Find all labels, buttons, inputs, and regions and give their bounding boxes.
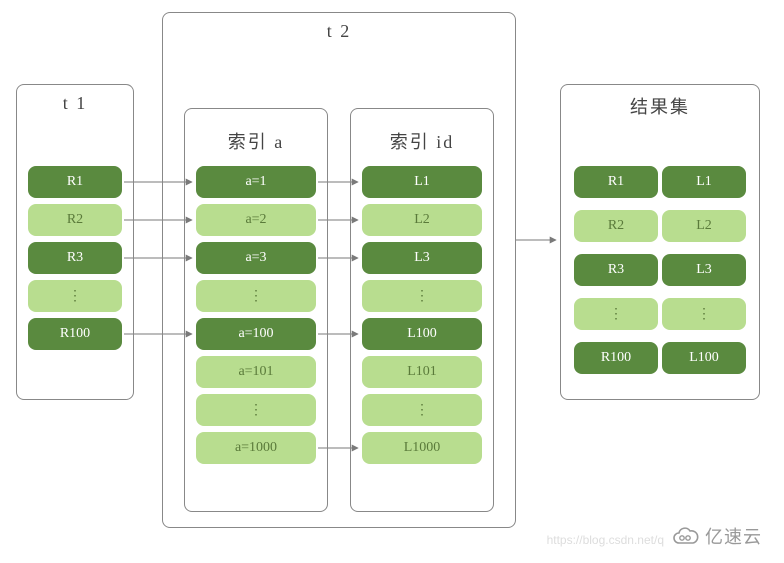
cell: R100 <box>574 342 658 374</box>
watermark-text: 亿速云 <box>705 523 762 549</box>
col-t1: R1 R2 R3 ⋮ R100 <box>28 166 122 356</box>
result-row: R2L2 <box>574 210 746 248</box>
panel-t1-title: t 1 <box>17 85 133 118</box>
cell: R100 <box>28 318 122 350</box>
cell: a=2 <box>196 204 316 236</box>
cell: R3 <box>28 242 122 274</box>
cell: R3 <box>574 254 658 286</box>
cell: L100 <box>662 342 746 374</box>
cell: L101 <box>362 356 482 388</box>
cell: L1 <box>662 166 746 198</box>
cell: ⋮ <box>196 394 316 426</box>
panel-t2-title: t 2 <box>163 13 515 46</box>
cell: ⋮ <box>574 298 658 330</box>
cell: a=100 <box>196 318 316 350</box>
col-idx-id: L1 L2 L3 ⋮ L100 L101 ⋮ L1000 <box>362 166 482 470</box>
cell: a=1000 <box>196 432 316 464</box>
result-row: R100L100 <box>574 342 746 380</box>
cell: L3 <box>362 242 482 274</box>
cell: L100 <box>362 318 482 350</box>
cell: L1000 <box>362 432 482 464</box>
panel-result-title: 结果集 <box>561 85 759 123</box>
col-result: R1L1R2L2R3L3⋮⋮R100L100 <box>574 166 746 386</box>
cell: R1 <box>574 166 658 198</box>
result-row: ⋮⋮ <box>574 298 746 336</box>
cell: ⋮ <box>196 280 316 312</box>
cell: L2 <box>662 210 746 242</box>
cell: ⋮ <box>362 280 482 312</box>
title-idx_id: 索引 id <box>362 120 482 158</box>
cell: R2 <box>574 210 658 242</box>
col-idx-a: a=1 a=2 a=3 ⋮ a=100 a=101 ⋮ a=1000 <box>196 166 316 470</box>
watermark-url: https://blog.csdn.net/q <box>547 533 664 547</box>
cell: R1 <box>28 166 122 198</box>
cell: ⋮ <box>362 394 482 426</box>
cell: ⋮ <box>662 298 746 330</box>
cell: R2 <box>28 204 122 236</box>
cell: L1 <box>362 166 482 198</box>
cell: a=101 <box>196 356 316 388</box>
cell: a=3 <box>196 242 316 274</box>
cell: L3 <box>662 254 746 286</box>
title-idx_a: 索引 a <box>196 120 316 158</box>
cloud-icon <box>671 525 699 547</box>
result-row: R1L1 <box>574 166 746 204</box>
cell: L2 <box>362 204 482 236</box>
cell: a=1 <box>196 166 316 198</box>
watermark: 亿速云 <box>671 523 762 549</box>
cell: ⋮ <box>28 280 122 312</box>
result-row: R3L3 <box>574 254 746 292</box>
